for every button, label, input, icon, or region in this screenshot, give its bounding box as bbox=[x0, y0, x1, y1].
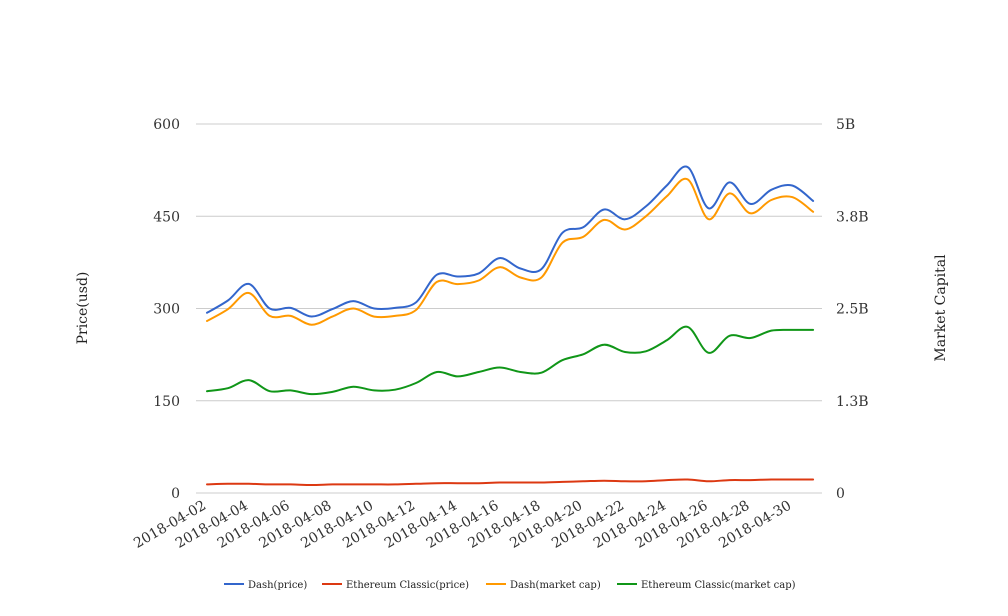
legend: Dash(price) Ethereum Classic(price) Dash(m… bbox=[224, 580, 796, 591]
y-tick-label-left: 300 bbox=[153, 302, 180, 318]
y-tick-label-right: 5B bbox=[836, 117, 855, 133]
y-tick-label-left: 600 bbox=[153, 117, 180, 133]
gridlines bbox=[196, 123, 822, 494]
series-lines bbox=[206, 165, 815, 486]
y-tick-label-right: 1.3B bbox=[836, 394, 869, 410]
y-tick-label-left: 150 bbox=[153, 394, 180, 410]
y-tick-label-right: 2.5B bbox=[836, 302, 869, 318]
y-tick-label-right: 0 bbox=[836, 486, 845, 502]
series-line-dash-market-cap bbox=[206, 177, 815, 326]
y-axis-title-right: Market Capital bbox=[933, 254, 949, 362]
legend-label: Dash(market cap) bbox=[510, 580, 601, 591]
series-line-ethereum-classic-market-cap bbox=[206, 325, 815, 396]
y-axis-title-left: Price(usd) bbox=[75, 272, 91, 345]
right-axis-ticks: 0 1.3B 2.5B 3.8B 5B bbox=[836, 117, 869, 502]
series-line-dash-price bbox=[206, 165, 815, 318]
left-axis-ticks: 0 150 300 450 600 bbox=[153, 117, 180, 502]
legend-label: Dash(price) bbox=[248, 580, 307, 591]
legend-label: Ethereum Classic(market cap) bbox=[641, 580, 796, 591]
y-tick-label-left: 450 bbox=[153, 209, 180, 225]
legend-label: Ethereum Classic(price) bbox=[346, 580, 469, 591]
series-line-ethereum-classic-price bbox=[206, 478, 815, 486]
y-tick-label-left: 0 bbox=[171, 486, 180, 502]
y-tick-label-right: 3.8B bbox=[836, 209, 869, 225]
x-axis-ticks: 2018-04-022018-04-042018-04-062018-04-08… bbox=[131, 498, 794, 552]
